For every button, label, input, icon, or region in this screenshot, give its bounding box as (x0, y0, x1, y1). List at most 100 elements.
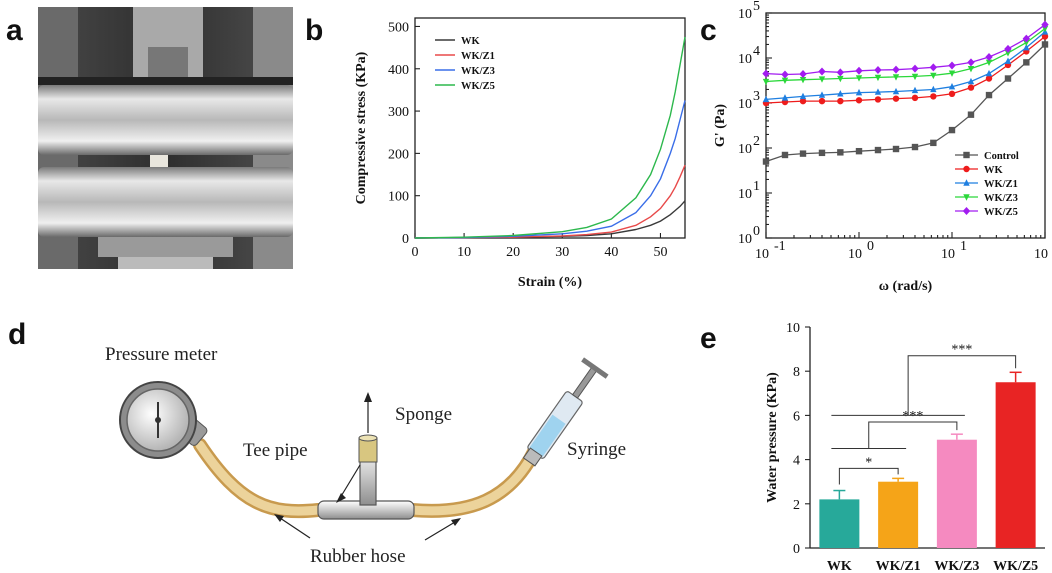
data-point (967, 65, 975, 73)
label-pressure-meter: Pressure meter (105, 344, 218, 365)
significance-bracket (838, 467, 899, 485)
y-tick-label: 10 (738, 232, 752, 247)
data-point (948, 70, 956, 77)
x-tick-label: 50 (653, 245, 667, 260)
x-tick-label: 40 (604, 245, 618, 260)
data-point (1041, 20, 1049, 29)
x-tick-exponent: 1 (960, 239, 967, 254)
data-point (818, 91, 826, 98)
data-point (837, 149, 844, 156)
data-point (948, 126, 956, 134)
plot-frame (765, 12, 1046, 239)
y-tick-label: 10 (786, 321, 800, 336)
data-point (1023, 59, 1030, 66)
data-point (818, 149, 826, 157)
x-axis-title: Strain (%) (518, 275, 583, 290)
data-point (818, 76, 826, 83)
data-point (948, 83, 956, 90)
data-point (930, 72, 937, 80)
y-tick-label: 8 (793, 365, 800, 380)
y-tick-label: 10 (738, 187, 752, 202)
data-point (837, 97, 844, 105)
series-line-wkz1 (414, 164, 686, 239)
syringe-icon (522, 357, 609, 467)
data-point (1041, 25, 1049, 33)
y-tick-label: 400 (388, 63, 409, 78)
water-pressure-bar-chart: 0 2 4 6 8 10 Water pressure (KPa) WK WK/Z1 WK/Z3 W… (765, 321, 1045, 573)
legend-label: WK/Z1 (461, 51, 495, 62)
data-point (948, 90, 956, 98)
series-line-wk (765, 35, 1046, 104)
x-tick-label: 10 (755, 247, 769, 262)
data-point (781, 70, 789, 79)
legend-label: WK/Z5 (461, 81, 495, 92)
series-line-wkz3 (765, 28, 1046, 83)
y-tick-label: 300 (388, 105, 409, 120)
y-tick-label: 0 (402, 232, 409, 247)
data-point (1041, 33, 1049, 40)
data-point (963, 165, 970, 173)
sponge-icon (358, 437, 378, 463)
x-tick-label: 10 (1034, 247, 1048, 262)
data-point (818, 97, 826, 105)
data-point (930, 85, 937, 93)
data-point (836, 68, 845, 77)
panel-label-e: e (700, 322, 717, 355)
data-point (874, 88, 882, 95)
bar-wkz1 (878, 481, 919, 548)
data-point (1023, 43, 1030, 51)
data-point (948, 61, 956, 70)
data-point (762, 69, 770, 78)
data-point (963, 151, 970, 159)
data-point (855, 88, 863, 96)
data-point (930, 93, 937, 100)
data-point (855, 97, 863, 104)
x-tick-label: 0 (412, 245, 419, 260)
y-tick-label: 200 (388, 147, 409, 162)
compression-test-photo (38, 7, 293, 269)
label-rubber-hose: Rubber hose (310, 546, 406, 567)
panel-label-c: c (700, 14, 717, 47)
series-line-wkz1 (765, 31, 1046, 101)
data-point (1004, 50, 1012, 57)
data-point (911, 64, 919, 73)
data-point (762, 78, 770, 86)
y-tick-label: 10 (738, 142, 752, 157)
label-sponge: Sponge (395, 404, 452, 425)
panel-label-d: d (8, 318, 27, 351)
data-point (967, 58, 975, 67)
data-point (911, 94, 919, 102)
legend-label: WK/Z3 (461, 66, 495, 77)
y-tick-label: 0 (793, 542, 800, 557)
x-tick-label: WK/Z3 (934, 559, 979, 573)
data-point (799, 76, 807, 84)
series-line-control (765, 44, 1046, 163)
bar-wk (819, 499, 860, 548)
data-point (985, 69, 993, 77)
data-point (892, 74, 900, 81)
legend-label: WK (984, 165, 1004, 176)
legend-label: WK/Z1 (984, 179, 1018, 190)
legend-label: WK/Z5 (984, 207, 1018, 218)
significance-label: *** (951, 343, 972, 358)
data-point (781, 151, 789, 159)
data-point (837, 75, 844, 83)
legend-label: WK/Z3 (984, 193, 1018, 204)
data-point (985, 75, 993, 82)
legend-label: Control (984, 151, 1019, 162)
water-pressure-setup-diagram: Pressure meter Sponge Tee pipe Syringe R… (105, 344, 626, 567)
x-tick-label: 10 (941, 247, 955, 262)
bar-wkz5 (995, 382, 1036, 548)
series-line-wkz3 (414, 100, 686, 239)
data-point (818, 67, 826, 76)
panel-label-b: b (305, 14, 324, 47)
data-point (967, 84, 975, 91)
y-tick-label: 4 (793, 454, 800, 469)
data-point (911, 143, 919, 151)
x-tick-exponent: -1 (774, 239, 786, 254)
panel-label-a: a (6, 14, 23, 47)
storage-modulus-chart: 10-1100101102100101102103104105ω (rad/s)… (713, 0, 1049, 294)
data-point (762, 95, 770, 103)
data-point (837, 90, 844, 97)
